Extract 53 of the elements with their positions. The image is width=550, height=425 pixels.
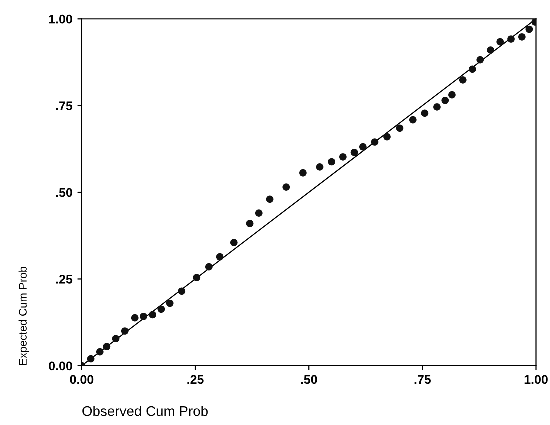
point — [442, 96, 450, 104]
y-tick-label: 1.00 — [49, 14, 72, 24]
point — [328, 158, 336, 166]
point — [487, 46, 494, 54]
point — [371, 138, 379, 146]
x-axis-title: Observed Cum Prob — [82, 406, 208, 416]
point — [193, 274, 201, 282]
point — [282, 184, 290, 191]
y-tick-label: .25 — [56, 275, 73, 284]
point — [434, 104, 441, 111]
point — [359, 143, 367, 151]
point — [131, 314, 139, 322]
point — [409, 116, 417, 124]
point — [149, 311, 156, 319]
point — [476, 56, 484, 64]
x-tick-label: .75 — [414, 375, 432, 384]
point — [178, 288, 186, 296]
point — [496, 38, 504, 46]
point — [166, 300, 174, 308]
point — [508, 36, 515, 43]
x-tick-label: 1.00 — [524, 375, 548, 384]
x-tick-label: 0.00 — [70, 375, 94, 384]
y-tick-label: .75 — [56, 102, 73, 110]
point — [205, 263, 213, 271]
point — [216, 253, 224, 261]
point — [266, 196, 274, 204]
point — [350, 148, 358, 156]
point — [112, 335, 120, 343]
y-axis-title: Expected Cum Prob — [18, 266, 30, 366]
point — [396, 124, 404, 132]
point — [518, 33, 526, 41]
point — [384, 133, 391, 141]
point — [255, 210, 263, 218]
point — [87, 355, 95, 363]
point — [459, 76, 467, 84]
point — [103, 343, 111, 351]
point — [468, 66, 476, 74]
point — [158, 306, 166, 314]
point — [246, 220, 254, 228]
point — [316, 164, 324, 171]
point — [448, 91, 456, 99]
y-tick-label: 0.00 — [49, 362, 72, 371]
y-tick-label: .50 — [56, 188, 72, 198]
point — [230, 239, 238, 246]
point — [421, 110, 429, 118]
point — [96, 348, 104, 356]
x-tick-label: .25 — [188, 375, 204, 384]
point — [121, 328, 129, 335]
point — [526, 26, 534, 34]
point — [300, 169, 307, 177]
x-tick-label: .50 — [301, 375, 318, 384]
point — [340, 153, 347, 161]
point — [140, 313, 148, 320]
